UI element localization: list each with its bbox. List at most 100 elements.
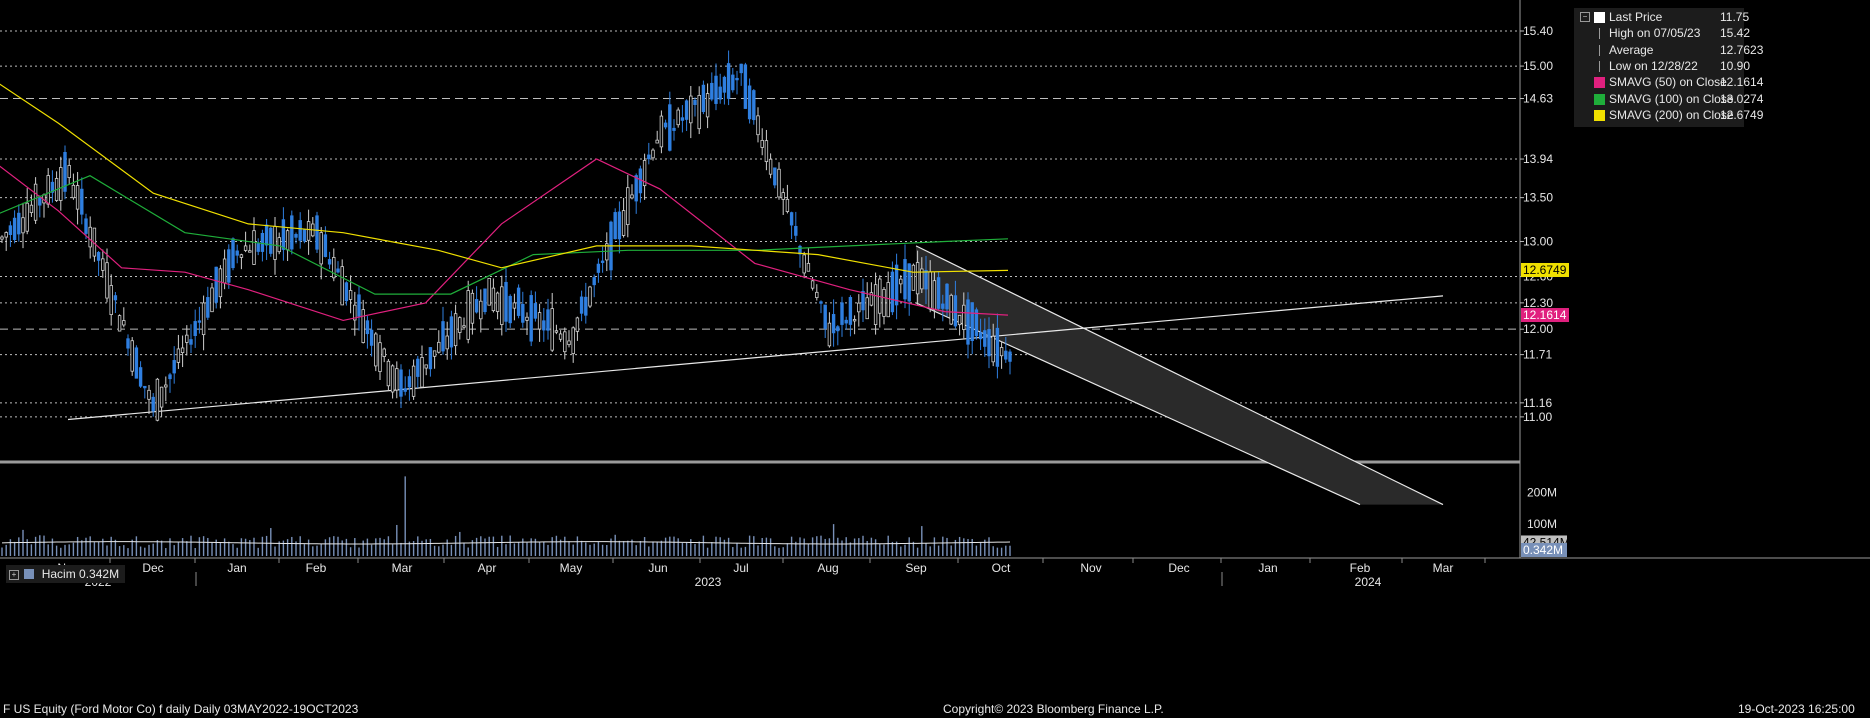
candle-body	[235, 250, 239, 256]
candle-body	[899, 278, 903, 285]
y-tick-label: 15.40	[1523, 24, 1553, 38]
expand-icon[interactable]: +	[9, 570, 19, 580]
candle-body	[269, 227, 273, 254]
candle-body	[298, 220, 302, 241]
y-tick-label: 11.71	[1523, 348, 1552, 362]
legend-label: SMAVG (50) on Close	[1609, 75, 1727, 90]
candle-body	[747, 85, 752, 120]
candle-body	[810, 280, 815, 289]
candle-body	[752, 90, 756, 121]
candle-body	[180, 347, 185, 353]
candle-body	[592, 277, 596, 286]
candle-body	[613, 212, 617, 240]
candles	[0, 50, 1012, 422]
candle-body	[164, 384, 168, 388]
candle-body	[873, 284, 878, 325]
legend-item[interactable]: High on 07/05/23 15.42	[1574, 26, 1750, 41]
candle-body	[684, 100, 689, 120]
candle-body	[760, 139, 764, 148]
candle-body	[50, 181, 55, 193]
candle-body	[462, 325, 466, 328]
candle-body	[655, 139, 659, 144]
candle-body	[802, 254, 806, 274]
candle-body	[403, 388, 407, 392]
volume-badge	[1521, 543, 1567, 557]
candle-body	[693, 99, 697, 105]
candle-body	[495, 292, 500, 312]
candle-body	[710, 82, 714, 100]
candle-body	[852, 319, 857, 322]
candle-body	[529, 295, 533, 342]
candle-body	[46, 175, 50, 205]
collapse-icon[interactable]: −	[1580, 12, 1590, 22]
candle-body	[533, 303, 538, 319]
candle-body	[567, 340, 571, 346]
legend-item[interactable]: SMAVG (200) on Close 12.6749	[1574, 108, 1763, 123]
candle-body	[176, 348, 181, 363]
candle-body	[903, 259, 907, 300]
legend-item[interactable]: Average 12.7623	[1574, 43, 1763, 58]
candle-body	[143, 385, 147, 389]
legend-value: 13.0274	[1720, 91, 1764, 106]
candle-body	[222, 258, 227, 284]
y-tick-label: 12.00	[1523, 322, 1553, 336]
candle-body	[869, 292, 874, 306]
candle-body	[138, 367, 143, 387]
candle-body	[1004, 350, 1008, 360]
legend-swatch-icon	[1594, 12, 1605, 23]
candle-body	[701, 84, 706, 113]
x-tick-label: Aug	[817, 561, 838, 575]
footer-copyright: Copyright© 2023 Bloomberg Finance L.P.	[943, 702, 1164, 716]
candle-body	[600, 260, 605, 263]
y-tick-label: 13.94	[1523, 152, 1553, 166]
candle-body	[827, 322, 832, 347]
trendline-channel-lower[interactable]	[915, 302, 1361, 506]
candle-body	[453, 313, 458, 347]
volume-average-line	[1, 541, 1011, 545]
candle-body	[411, 365, 416, 397]
price-badge-label: 12.6749	[1523, 263, 1567, 277]
candle-body	[731, 74, 735, 91]
x-tick-label: Mar	[1433, 561, 1454, 575]
candle-body	[323, 234, 328, 257]
trendline-support[interactable]	[67, 295, 1444, 421]
x-tick-label: Jan	[1258, 561, 1277, 575]
candle-body	[974, 309, 979, 337]
candle-body	[882, 288, 886, 317]
candle-body	[1008, 351, 1012, 362]
legend-item[interactable]: Last Price 11.75	[1574, 10, 1749, 25]
candle-body	[437, 341, 441, 353]
candle-body	[336, 268, 340, 273]
volume-panel-header[interactable]: + Hacim 0.342M	[6, 565, 126, 583]
candle-body	[185, 334, 189, 343]
candle-body	[865, 297, 869, 320]
candle-body	[617, 211, 622, 240]
candle-body	[983, 330, 987, 347]
year-label: 2023	[695, 575, 722, 589]
candle-body	[621, 210, 626, 236]
candle-body	[924, 270, 928, 290]
gridlines	[0, 0, 1870, 559]
candle-body	[588, 286, 592, 307]
candle-body	[915, 262, 920, 295]
candle-body	[130, 340, 134, 372]
candle-body	[71, 184, 76, 199]
candle-body	[642, 160, 647, 187]
candle-body	[479, 300, 483, 320]
legend-item[interactable]: Low on 12/28/22 10.90	[1574, 59, 1750, 74]
legend-swatch-icon	[1594, 93, 1605, 105]
candle-body	[290, 215, 294, 250]
candle-body	[4, 232, 8, 238]
y-tick-label: 13.50	[1523, 191, 1553, 205]
legend-label: SMAVG (100) on Close	[1609, 91, 1734, 106]
legend-item[interactable]: SMAVG (50) on Close 12.1614	[1574, 75, 1763, 90]
candle-body	[206, 297, 210, 318]
legend: Last Price 11.75 High on 07/05/23 15.42 Aver…	[1574, 8, 1763, 127]
legend-value: 12.7623	[1720, 42, 1764, 57]
candle-body	[168, 374, 172, 380]
trendline-channel-upper[interactable]	[915, 245, 1444, 506]
legend-item[interactable]: SMAVG (100) on Close 13.0274	[1574, 91, 1763, 107]
volume-label: Hacim	[41, 567, 76, 581]
candle-body	[672, 127, 676, 131]
low-marker-icon	[1599, 60, 1606, 72]
